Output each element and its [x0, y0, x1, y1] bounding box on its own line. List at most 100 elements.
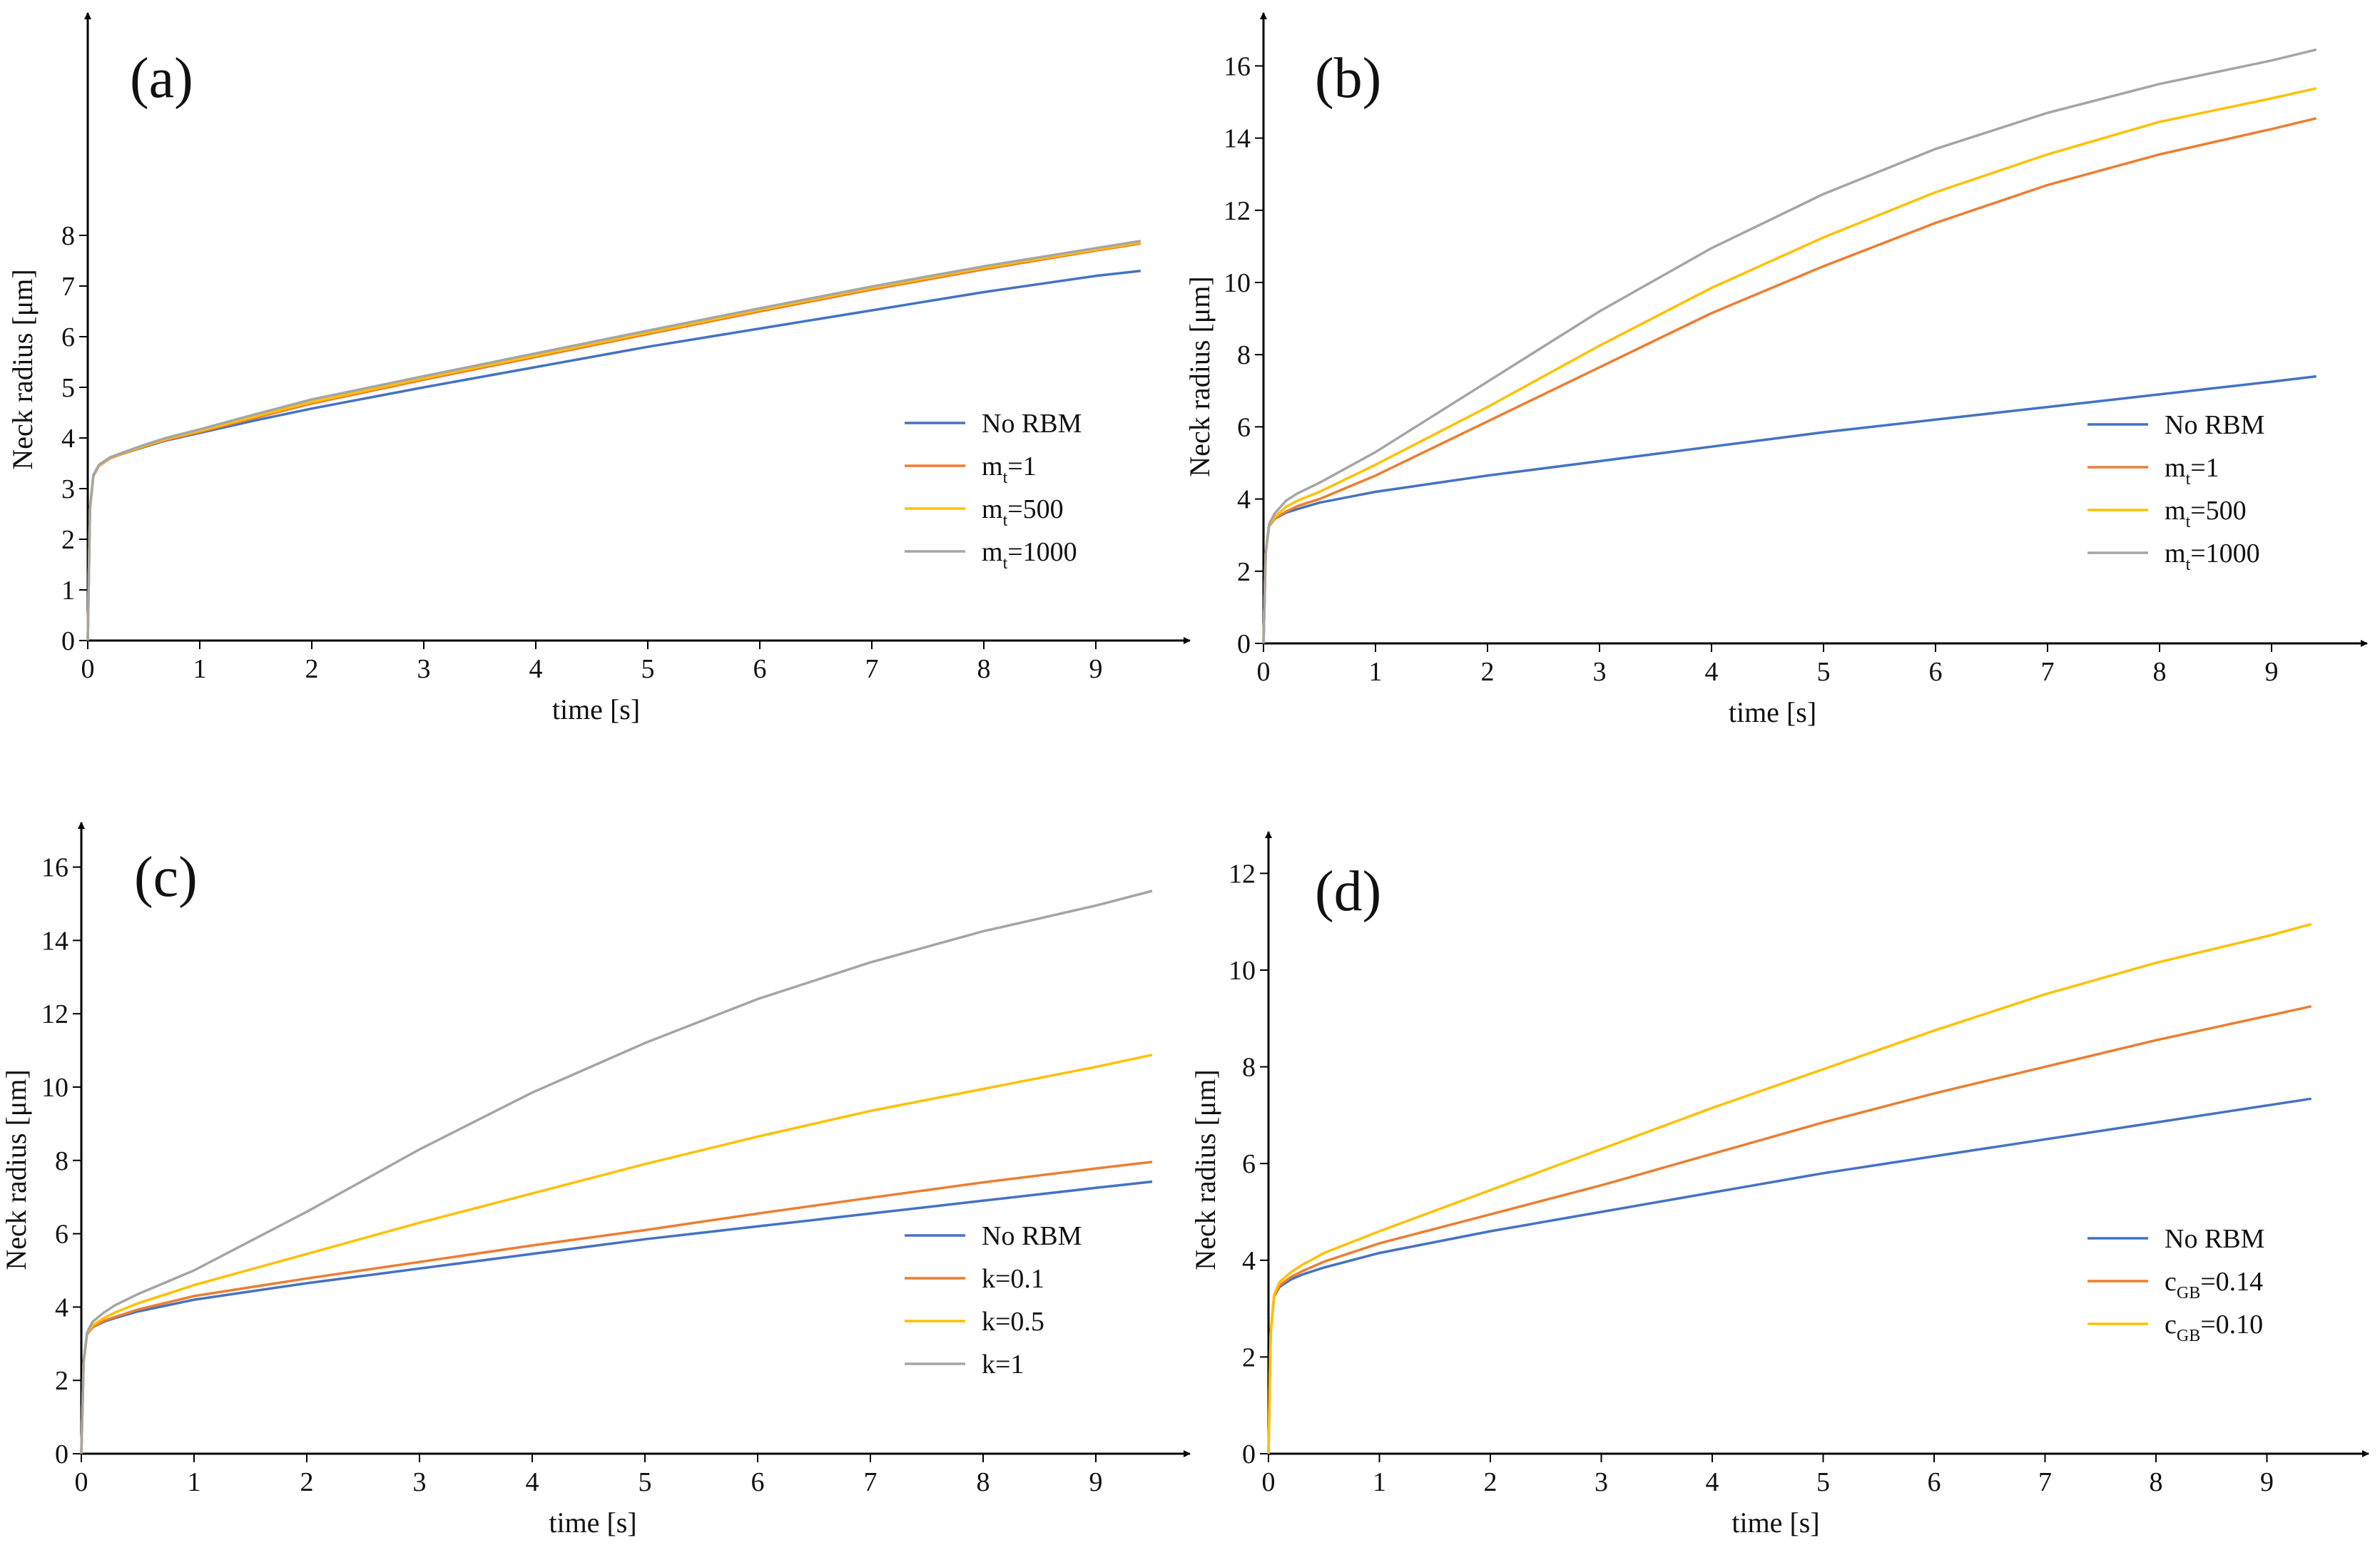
y-tick-label-a: 4 — [61, 424, 75, 454]
series-line-d-0 — [1267, 1097, 2312, 1454]
y-tick-label-a: 1 — [61, 576, 75, 606]
y-tick-label-b: 0 — [1237, 629, 1251, 659]
x-tick-label-a: 5 — [641, 654, 655, 684]
legend-label-b-2: mt=500 — [2165, 496, 2247, 531]
panel-label-c: (c) — [134, 846, 198, 909]
x-tick-label-c: 9 — [1089, 1467, 1103, 1497]
y-tick-label-c: 4 — [55, 1292, 68, 1322]
y-tick-label-b: 14 — [1224, 124, 1251, 154]
y-tick-label-c: 10 — [41, 1073, 68, 1103]
y-tick-label-a: 7 — [61, 272, 75, 302]
legend-label-a-2: mt=500 — [982, 494, 1064, 530]
x-tick-label-d: 3 — [1595, 1467, 1608, 1497]
x-tick-label-b: 1 — [1369, 657, 1383, 687]
series-line-d-2 — [1267, 922, 2312, 1454]
series-line-b-0 — [1262, 374, 2317, 644]
y-tick-label-c: 12 — [41, 999, 68, 1029]
panel-label-d: (d) — [1315, 860, 1381, 923]
legend-label-c-0: No RBM — [982, 1221, 1082, 1251]
y-axis-title-d: Neck radius [μm] — [1189, 1069, 1221, 1270]
x-tick-label-c: 7 — [864, 1467, 878, 1497]
y-tick-label-d: 2 — [1242, 1342, 1256, 1372]
x-tick-label-b: 3 — [1593, 657, 1607, 687]
x-tick-label-c: 6 — [751, 1467, 765, 1497]
legend-label-c-1: k=0.1 — [982, 1264, 1044, 1294]
x-tick-label-a: 2 — [305, 654, 319, 684]
x-tick-label-b: 0 — [1257, 657, 1271, 687]
x-tick-label-a: 4 — [529, 654, 543, 684]
legend-label-d-1: cGB=0.14 — [2165, 1267, 2263, 1302]
y-tick-label-d: 6 — [1242, 1149, 1256, 1179]
y-axis-title-a: Neck radius [μm] — [6, 269, 39, 469]
y-tick-label-c: 2 — [55, 1366, 68, 1396]
y-tick-label-b: 2 — [1237, 557, 1251, 587]
x-tick-label-d: 6 — [1928, 1467, 1941, 1497]
legend-label-b-3: mt=1000 — [2165, 539, 2260, 574]
x-tick-label-a: 9 — [1089, 654, 1103, 684]
series-line-a-3 — [86, 240, 1141, 641]
x-tick-label-b: 4 — [1705, 657, 1719, 687]
series-line-a-1 — [86, 242, 1141, 641]
y-tick-label-a: 8 — [61, 221, 75, 251]
x-tick-label-b: 6 — [1929, 657, 1943, 687]
y-tick-label-b: 12 — [1224, 196, 1251, 226]
y-tick-label-c: 6 — [55, 1220, 68, 1250]
series-line-b-3 — [1262, 48, 2317, 644]
x-tick-label-d: 2 — [1484, 1467, 1497, 1497]
y-tick-label-d: 0 — [1242, 1439, 1256, 1469]
y-tick-label-c: 8 — [55, 1146, 68, 1176]
y-tick-label-d: 4 — [1242, 1246, 1256, 1276]
series-line-b-2 — [1262, 87, 2317, 644]
legend-label-a-3: mt=1000 — [982, 537, 1077, 573]
x-axis-title-b: time [s] — [1729, 696, 1816, 728]
series-line-b-1 — [1262, 117, 2317, 644]
x-tick-label-d: 9 — [2260, 1467, 2274, 1497]
x-axis-title-a: time [s] — [552, 693, 640, 725]
legend-label-d-0: No RBM — [2165, 1224, 2264, 1254]
x-axis-title-d: time [s] — [1731, 1506, 1819, 1539]
panel-label-a: (a) — [130, 47, 193, 110]
x-tick-label-b: 9 — [2265, 657, 2279, 687]
y-axis-title-c: Neck radius [μm] — [0, 1069, 32, 1270]
legend-label-c-3: k=1 — [982, 1350, 1024, 1380]
y-tick-label-b: 8 — [1237, 340, 1251, 370]
y-tick-label-c: 0 — [55, 1439, 68, 1469]
legend-label-b-0: No RBM — [2165, 410, 2264, 440]
series-line-c-3 — [80, 889, 1153, 1454]
y-tick-label-c: 16 — [41, 853, 68, 883]
panel-a: (a) 0 1 2 3 4 5 6 7 8 9 0 1 2 3 4 5 6 7 8 time [s] Neck radi… — [6, 12, 1191, 725]
y-axis-title-b: Neck radius [μm] — [1184, 276, 1216, 476]
x-tick-label-d: 8 — [2150, 1467, 2163, 1497]
x-tick-label-d: 4 — [1706, 1467, 1719, 1497]
legend-label-c-2: k=0.5 — [982, 1307, 1044, 1337]
x-tick-label-c: 0 — [75, 1467, 88, 1497]
y-tick-label-b: 10 — [1224, 268, 1251, 298]
x-tick-label-c: 5 — [639, 1467, 652, 1497]
legend-label-d-2: cGB=0.10 — [2165, 1310, 2263, 1345]
x-tick-label-b: 7 — [2041, 657, 2055, 687]
x-tick-label-b: 8 — [2153, 657, 2167, 687]
x-tick-label-a: 0 — [81, 654, 95, 684]
y-tick-label-b: 4 — [1237, 485, 1251, 515]
y-tick-label-d: 12 — [1229, 859, 1256, 889]
x-tick-label-d: 1 — [1373, 1467, 1386, 1497]
y-tick-label-a: 0 — [61, 626, 75, 656]
x-tick-label-c: 1 — [188, 1467, 201, 1497]
x-tick-label-c: 2 — [300, 1467, 314, 1497]
y-tick-label-c: 14 — [41, 926, 68, 956]
y-tick-label-d: 8 — [1242, 1053, 1256, 1083]
x-axis-title-c: time [s] — [549, 1506, 636, 1539]
x-tick-label-c: 8 — [977, 1467, 990, 1497]
series-line-d-1 — [1267, 1005, 2312, 1454]
x-tick-label-d: 5 — [1816, 1467, 1830, 1497]
x-tick-label-b: 2 — [1481, 657, 1495, 687]
x-tick-label-a: 6 — [753, 654, 767, 684]
series-line-c-2 — [80, 1054, 1153, 1454]
legend-label-a-1: mt=1 — [982, 452, 1037, 487]
x-tick-label-c: 4 — [526, 1467, 539, 1497]
y-tick-label-a: 2 — [61, 525, 75, 555]
